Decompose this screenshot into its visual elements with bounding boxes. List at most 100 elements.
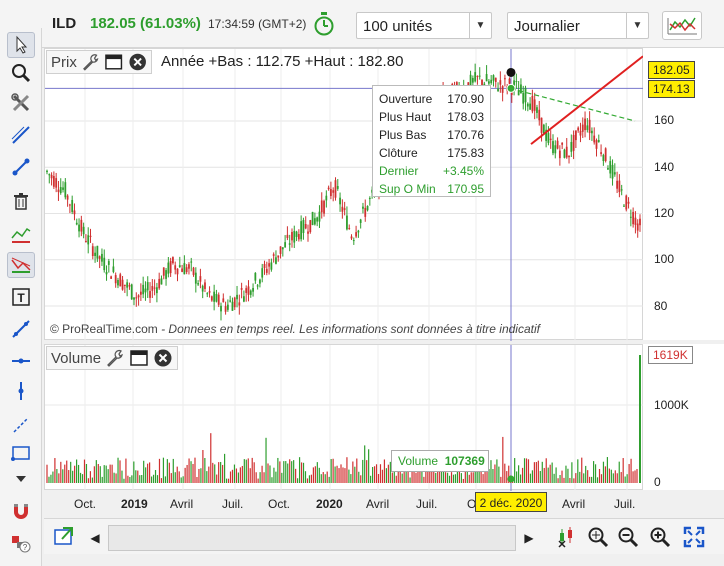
- chevron-down-icon: [16, 476, 26, 482]
- vertical-line-icon: [18, 382, 24, 400]
- x-tick-label: Juil.: [222, 497, 244, 511]
- zoom-tool[interactable]: [7, 60, 35, 86]
- candle-body: [574, 130, 577, 141]
- candle-body: [494, 77, 497, 83]
- scroll-left-button[interactable]: ◀: [82, 525, 108, 551]
- candle-body: [123, 284, 126, 286]
- candle-body: [114, 275, 117, 284]
- candle-body: [101, 253, 103, 262]
- pointer-tool[interactable]: [7, 32, 35, 58]
- candle-body: [522, 93, 525, 104]
- candle-body: [68, 204, 71, 206]
- volume-chart[interactable]: [45, 345, 644, 491]
- period-select[interactable]: Journalier ▼: [507, 12, 649, 39]
- candle-body: [474, 72, 477, 82]
- text-tool[interactable]: T: [7, 284, 35, 310]
- window-icon[interactable]: [129, 348, 149, 368]
- segment-tool[interactable]: [7, 154, 35, 180]
- candle-body: [98, 256, 101, 259]
- candle-body: [586, 125, 589, 130]
- candle-body: [508, 78, 511, 84]
- horizontal-line-tool[interactable]: [7, 348, 35, 374]
- text-icon: T: [12, 288, 30, 306]
- tools-tool[interactable]: [7, 90, 35, 116]
- candle-body: [279, 246, 282, 254]
- candle-body: [128, 285, 131, 287]
- vertical-line-tool[interactable]: [7, 378, 35, 404]
- candle-body: [162, 267, 165, 276]
- volume-pane-header: Volume: [46, 346, 178, 370]
- close-icon[interactable]: [128, 52, 147, 72]
- clock-time: 17:34:59 (GMT+2): [208, 17, 307, 31]
- candle-body: [634, 217, 637, 225]
- candle-body: [55, 178, 58, 188]
- fullscreen-icon[interactable]: [682, 525, 706, 549]
- volume-chart-pane[interactable]: Volume: [44, 344, 644, 491]
- rectangle-tool[interactable]: [7, 440, 35, 466]
- bottom-toolbar: ◀ ▶: [44, 518, 724, 554]
- help-tool[interactable]: ?: [7, 530, 35, 556]
- arrow-line-tool[interactable]: [7, 412, 35, 438]
- magnifier-icon: [12, 64, 31, 83]
- zoom-out-icon[interactable]: [616, 525, 640, 549]
- candle-body: [611, 164, 614, 179]
- indicator-tool[interactable]: [7, 222, 35, 248]
- candle-body: [194, 272, 197, 284]
- channel-icon: [11, 257, 31, 273]
- stopwatch-icon[interactable]: [313, 12, 335, 36]
- y-tick-label: 80: [654, 299, 668, 313]
- candle-body: [625, 195, 628, 210]
- candle-body: [78, 224, 80, 232]
- candle-body: [94, 252, 96, 257]
- ticker-symbol[interactable]: ILD: [52, 15, 77, 32]
- horizontal-scrollbar[interactable]: [108, 525, 516, 551]
- volume-cursor-point: [507, 475, 515, 483]
- y-tick-label: 120: [654, 206, 675, 220]
- candle-body: [261, 268, 264, 278]
- price-change: 182.05 (61.03%): [90, 15, 201, 32]
- candle-body: [82, 226, 85, 235]
- crosshair-point: [506, 83, 516, 93]
- units-select[interactable]: 100 unités ▼: [356, 12, 492, 39]
- screenshot-icon[interactable]: [52, 525, 76, 549]
- candle-body: [268, 263, 270, 267]
- candle-body: [167, 262, 170, 274]
- chevron-down-icon: ▼: [626, 13, 648, 38]
- candle-body: [252, 287, 254, 292]
- wrench-icon[interactable]: [81, 52, 100, 72]
- zoom-fit-icon[interactable]: [586, 525, 610, 549]
- price-chart[interactable]: [45, 49, 644, 341]
- channel-tool[interactable]: [7, 252, 35, 278]
- wrench-icon[interactable]: [105, 348, 125, 368]
- candle-body: [213, 291, 216, 302]
- delete-tool[interactable]: [7, 188, 35, 214]
- candle-zoom-icon[interactable]: [556, 525, 580, 549]
- wrench-screwdriver-icon: [11, 93, 30, 112]
- candle-body: [66, 195, 69, 200]
- candle-body: [217, 294, 220, 305]
- candle-body: [561, 142, 564, 145]
- ray-tool[interactable]: [7, 316, 35, 342]
- svg-text:T: T: [17, 291, 25, 305]
- magnet-tool[interactable]: [7, 498, 35, 524]
- candle-body: [327, 187, 330, 190]
- help-icon: ?: [12, 536, 31, 553]
- trendline-tool[interactable]: [7, 122, 35, 148]
- candle-body: [339, 197, 341, 205]
- more-tools-button[interactable]: [7, 466, 35, 492]
- close-icon[interactable]: [153, 348, 173, 368]
- candle-body: [146, 282, 149, 291]
- candle-body: [71, 199, 74, 212]
- candle-body: [600, 152, 602, 154]
- window-icon[interactable]: [104, 52, 123, 72]
- candle-body: [325, 195, 328, 201]
- scroll-right-button[interactable]: ▶: [516, 525, 542, 551]
- zoom-in-icon[interactable]: [648, 525, 672, 549]
- candle-body: [151, 285, 154, 291]
- magnet-icon: [14, 504, 28, 519]
- candle-body: [316, 217, 319, 222]
- chart-type-button[interactable]: [662, 11, 702, 40]
- candle-body: [538, 109, 541, 121]
- price-chart-pane[interactable]: Prix Année +Bas : 112.75 +Haut : 182.80: [44, 48, 644, 341]
